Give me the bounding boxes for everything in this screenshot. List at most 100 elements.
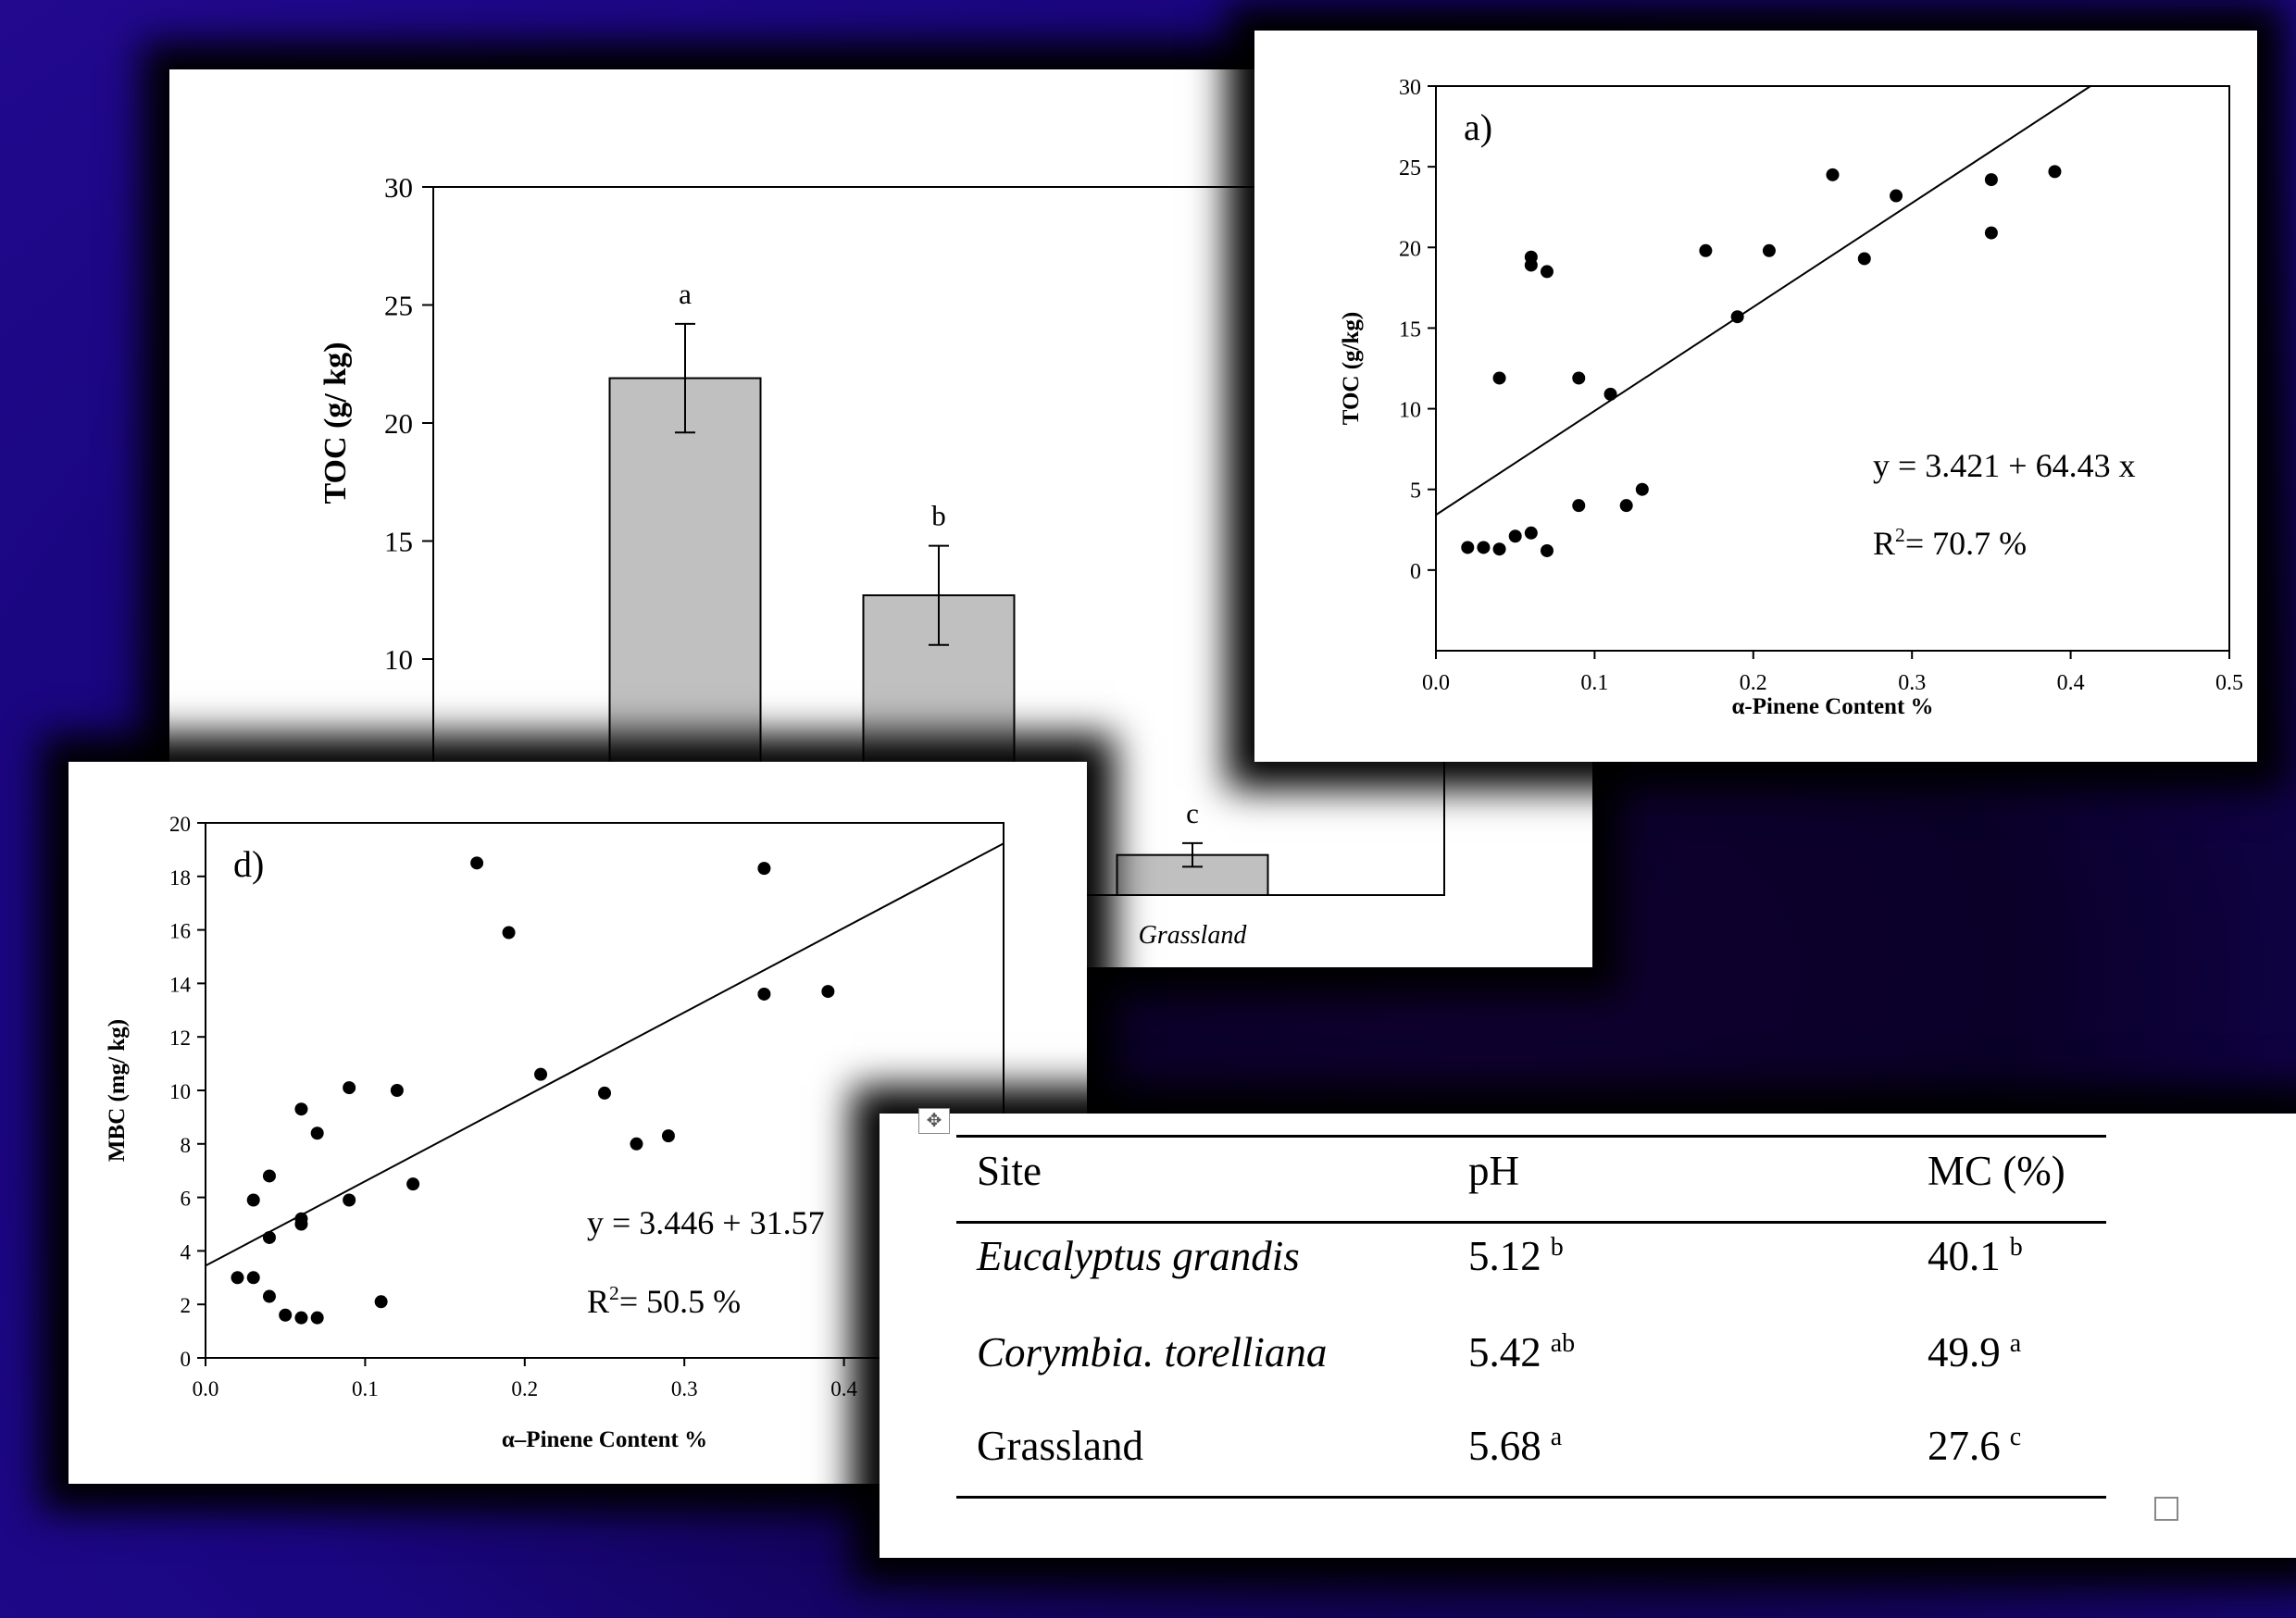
regression-line bbox=[205, 842, 1004, 1267]
mc-value: 27.6 bbox=[1928, 1423, 2001, 1469]
data-point bbox=[1890, 189, 1903, 203]
data-point bbox=[1508, 529, 1522, 543]
site-table-card: ✥ Site pH MC (%) Eucalyptus grandis 5.12… bbox=[880, 1108, 2296, 1558]
ph-superscript: ab bbox=[1550, 1329, 1576, 1358]
y-tick-label: 15 bbox=[384, 526, 413, 558]
y-tick-label: 6 bbox=[181, 1188, 192, 1211]
table-row: Grassland 5.68 a 27.6 c bbox=[880, 1422, 2296, 1477]
row-ph: 5.12 b bbox=[1468, 1232, 1564, 1280]
regression-equation: y = 3.446 + 31.57 bbox=[587, 1204, 825, 1241]
data-point bbox=[1492, 371, 1506, 385]
data-point bbox=[406, 1177, 420, 1191]
panel-label: a) bbox=[1464, 106, 1492, 148]
x-tick-label: 0.4 bbox=[2057, 671, 2085, 695]
significance-letter: c bbox=[1186, 797, 1199, 829]
data-point bbox=[279, 1308, 293, 1322]
data-point bbox=[1540, 543, 1554, 557]
panel-label: d) bbox=[233, 843, 264, 885]
y-tick-label: 10 bbox=[169, 1080, 191, 1103]
data-point bbox=[1984, 226, 1998, 240]
y-axis-label: MBC (mg/ kg) bbox=[105, 1019, 130, 1162]
data-point bbox=[1699, 243, 1713, 257]
r-squared-label: R2= 50.5 % bbox=[587, 1282, 741, 1320]
table-move-handle[interactable]: ✥ bbox=[918, 1108, 950, 1134]
data-point bbox=[534, 1067, 548, 1081]
y-tick-label: 25 bbox=[1399, 156, 1421, 180]
x-axis-label: α–Pinene Content % bbox=[502, 1427, 707, 1452]
significance-letter: a bbox=[679, 278, 692, 310]
y-tick-label: 10 bbox=[1399, 399, 1421, 423]
table-top-rule bbox=[956, 1135, 2106, 1138]
x-tick-label: 0.1 bbox=[1580, 671, 1608, 695]
table-resize-handle[interactable] bbox=[2154, 1497, 2178, 1521]
x-tick-label: 0.5 bbox=[2215, 671, 2243, 695]
row-site: Corymbia. torelliana bbox=[977, 1329, 1328, 1375]
data-point bbox=[246, 1271, 260, 1285]
table-bottom-rule bbox=[956, 1496, 2106, 1499]
data-point bbox=[1826, 168, 1840, 181]
y-tick-label: 2 bbox=[181, 1294, 192, 1317]
y-tick-label: 20 bbox=[169, 813, 191, 836]
data-point bbox=[1603, 387, 1617, 401]
data-point bbox=[661, 1129, 675, 1143]
data-point bbox=[262, 1230, 276, 1244]
data-point bbox=[1477, 541, 1491, 554]
x-tick-label: 0.4 bbox=[830, 1377, 857, 1400]
data-point bbox=[630, 1137, 643, 1151]
data-point bbox=[1461, 541, 1475, 554]
ph-value: 5.12 bbox=[1468, 1233, 1541, 1279]
y-tick-label: 20 bbox=[1399, 237, 1421, 261]
x-tick-label: 0.3 bbox=[1898, 671, 1926, 695]
plot-frame bbox=[1435, 85, 2230, 652]
x-tick-label: 0.0 bbox=[1422, 671, 1450, 695]
data-point bbox=[1635, 482, 1649, 496]
data-point bbox=[1492, 542, 1506, 556]
row-site: Grassland bbox=[977, 1423, 1143, 1469]
data-point bbox=[757, 987, 771, 1001]
y-tick-label: 18 bbox=[169, 866, 191, 890]
x-tick-label: 0.1 bbox=[352, 1377, 379, 1400]
y-tick-label: 14 bbox=[169, 973, 192, 996]
y-tick-label: 10 bbox=[384, 643, 413, 676]
data-point bbox=[1857, 252, 1871, 266]
y-axis-label: TOC (g/ kg) bbox=[318, 342, 353, 504]
row-ph: 5.42 ab bbox=[1468, 1328, 1575, 1376]
data-point bbox=[374, 1295, 388, 1309]
y-tick-label: 25 bbox=[384, 290, 413, 322]
data-point bbox=[1619, 499, 1633, 513]
x-tick-label: 0.3 bbox=[671, 1377, 698, 1400]
data-point bbox=[294, 1217, 308, 1231]
table-header-row: Site pH MC (%) bbox=[880, 1147, 2296, 1202]
y-tick-label: 30 bbox=[384, 171, 413, 204]
data-point bbox=[821, 985, 835, 999]
y-tick-label: 8 bbox=[181, 1134, 192, 1157]
data-point bbox=[757, 862, 771, 876]
row-mc: 27.6 c bbox=[1928, 1422, 2021, 1470]
data-point bbox=[310, 1311, 324, 1325]
scatter-a-card: 0 5 10 15 20 25 30 0.0 0.1 0.2 0.3 0.4 0.5 α-Pinene C… bbox=[1254, 31, 2257, 762]
mc-value: 40.1 bbox=[1928, 1233, 2001, 1279]
y-tick-label: 20 bbox=[384, 407, 413, 440]
data-point bbox=[262, 1169, 276, 1183]
data-point bbox=[294, 1102, 308, 1116]
data-point bbox=[310, 1126, 324, 1140]
toc-scatter-chart: 0 5 10 15 20 25 30 0.0 0.1 0.2 0.3 0.4 0.5 α-Pinene C… bbox=[1339, 76, 2243, 719]
y-tick-label: 0 bbox=[1410, 560, 1421, 584]
data-point bbox=[343, 1081, 356, 1095]
data-point bbox=[390, 1084, 404, 1097]
header-ph: pH bbox=[1468, 1148, 1519, 1194]
y-tick-label: 16 bbox=[169, 920, 191, 943]
header-mc: MC (%) bbox=[1928, 1148, 2065, 1194]
y-tick-label: 12 bbox=[169, 1027, 191, 1050]
data-point bbox=[294, 1311, 308, 1325]
data-point bbox=[2048, 165, 2062, 179]
ph-superscript: b bbox=[1550, 1233, 1564, 1262]
data-point bbox=[598, 1086, 611, 1100]
r-squared-label: R2= 70.7 % bbox=[1873, 524, 2027, 562]
x-tick-label: 0.0 bbox=[193, 1377, 219, 1400]
table-row: Corymbia. torelliana 5.42 ab 49.9 a bbox=[880, 1328, 2296, 1384]
ph-superscript: a bbox=[1550, 1423, 1563, 1451]
data-point bbox=[1730, 310, 1744, 324]
data-point bbox=[502, 926, 516, 940]
significance-letter: b bbox=[931, 500, 946, 532]
